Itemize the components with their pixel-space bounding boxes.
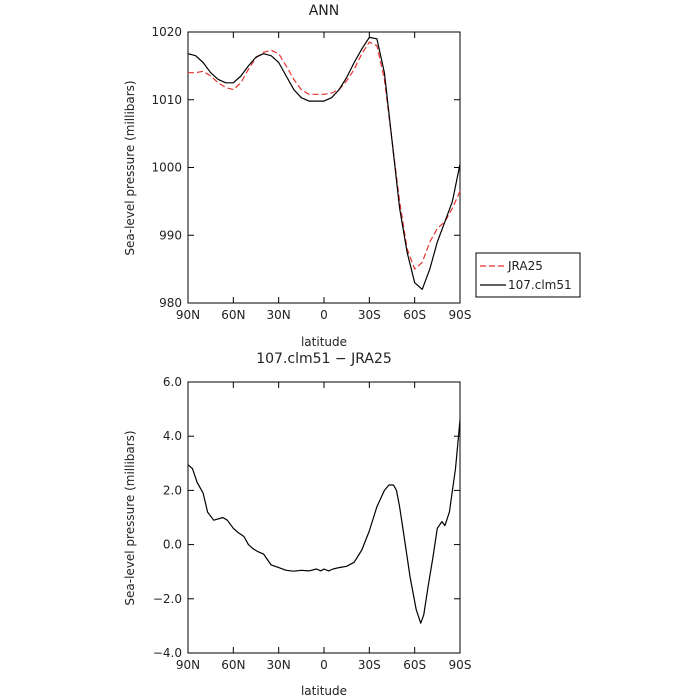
top-ytick-label: 1010	[151, 93, 182, 107]
top-plot-area: 90N 60N 30N 0 30S 60S 90S 980 990 1000 1010 1020	[151, 25, 471, 322]
bottom-ytick-label: −2.0	[153, 592, 182, 606]
bottom-xlabel: latitude	[301, 684, 347, 698]
bottom-title: 107.clm51 − JRA25	[256, 351, 392, 367]
legend-label-107clm51: 107.clm51	[508, 278, 572, 292]
bottom-ytick-label: −4.0	[153, 646, 182, 660]
bottom-ytick-label: 6.0	[163, 375, 182, 389]
bottom-xtick-label: 60S	[403, 658, 426, 672]
top-series-line-jra25	[188, 41, 461, 270]
top-xtick-label: 60S	[403, 308, 426, 322]
bottom-ytick-label: 2.0	[163, 483, 182, 497]
top-xtick-label: 0	[320, 308, 328, 322]
top-title: ANN	[309, 3, 340, 19]
bottom-ytick-label: 4.0	[163, 429, 182, 443]
bottom-xtick-label: 60N	[221, 658, 245, 672]
bottom-xtick-label: 0	[320, 658, 328, 672]
bottom-xtick-label: 30S	[358, 658, 381, 672]
bottom-ytick-label: 0.0	[163, 538, 182, 552]
top-ylabel: Sea-level pressure (millibars)	[123, 80, 137, 255]
bottom-frame	[187, 381, 461, 654]
top-xlabel: latitude	[301, 335, 347, 349]
bottom-plot-area: 90N 60N 30N 0 30S 60S 90S −4.0 −2.0 0.0 2.0 4.0 6.0	[153, 375, 472, 672]
bottom-series-line-0	[187, 419, 461, 624]
bottom-panel: 107.clm51 − JRA25 Sea-level pressure (mi…	[123, 351, 471, 698]
top-frame	[187, 31, 461, 304]
top-ytick-label: 1000	[151, 161, 182, 175]
bottom-xtick-label: 90S	[449, 658, 472, 672]
top-panel: ANN Sea-level pressure (millibars) latit…	[123, 3, 471, 349]
top-ytick-label: 980	[159, 296, 182, 310]
top-xtick-label: 90S	[449, 308, 472, 322]
legend-box	[475, 252, 581, 298]
bottom-ylabel: Sea-level pressure (millibars)	[123, 430, 137, 605]
top-series-line-107clm51	[187, 36, 461, 290]
top-xtick-label: 90N	[176, 308, 200, 322]
top-xtick-label: 30S	[358, 308, 381, 322]
legend: JRA25 107.clm51	[475, 252, 581, 298]
top-xtick-label: 30N	[267, 308, 291, 322]
top-xtick-label: 60N	[221, 308, 245, 322]
top-ytick-label: 1020	[151, 25, 182, 39]
legend-label-jra25: JRA25	[507, 259, 543, 273]
bottom-xtick-label: 30N	[267, 658, 291, 672]
top-ytick-label: 990	[159, 228, 182, 242]
bottom-xtick-label: 90N	[176, 658, 200, 672]
